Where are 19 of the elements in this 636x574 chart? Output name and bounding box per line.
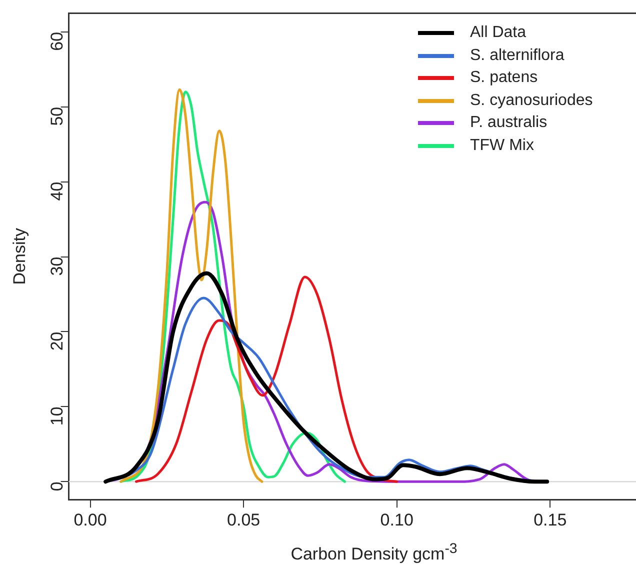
y-tick-label: 10 — [47, 406, 66, 426]
x-axis-title: Carbon Density gcm$^{-3}$ — [290, 541, 458, 565]
y-tick-label: 40 — [47, 182, 66, 201]
legend-label: S. alterniflora — [470, 46, 564, 65]
y-tick-label: 20 — [47, 332, 66, 351]
legend-label: TFW Mix — [470, 136, 534, 155]
legend-label: S. cyanosuriodes — [470, 92, 593, 110]
y-tick-label: 60 — [47, 32, 66, 51]
legend-label: P. australis — [470, 114, 548, 132]
y-axis-title: Density — [10, 228, 29, 285]
y-tick-label: 30 — [47, 256, 66, 276]
x-tick-label: 0.00 — [74, 510, 107, 530]
x-tick-label: 0.05 — [227, 510, 260, 530]
legend-label: S. patens — [470, 69, 538, 88]
legend-label: All Data — [470, 24, 526, 42]
x-tick-label: 0.10 — [380, 510, 414, 530]
y-tick-label: 0 — [47, 482, 66, 492]
x-tick-label: 0.15 — [534, 510, 567, 530]
y-tick-label: 50 — [47, 106, 66, 126]
